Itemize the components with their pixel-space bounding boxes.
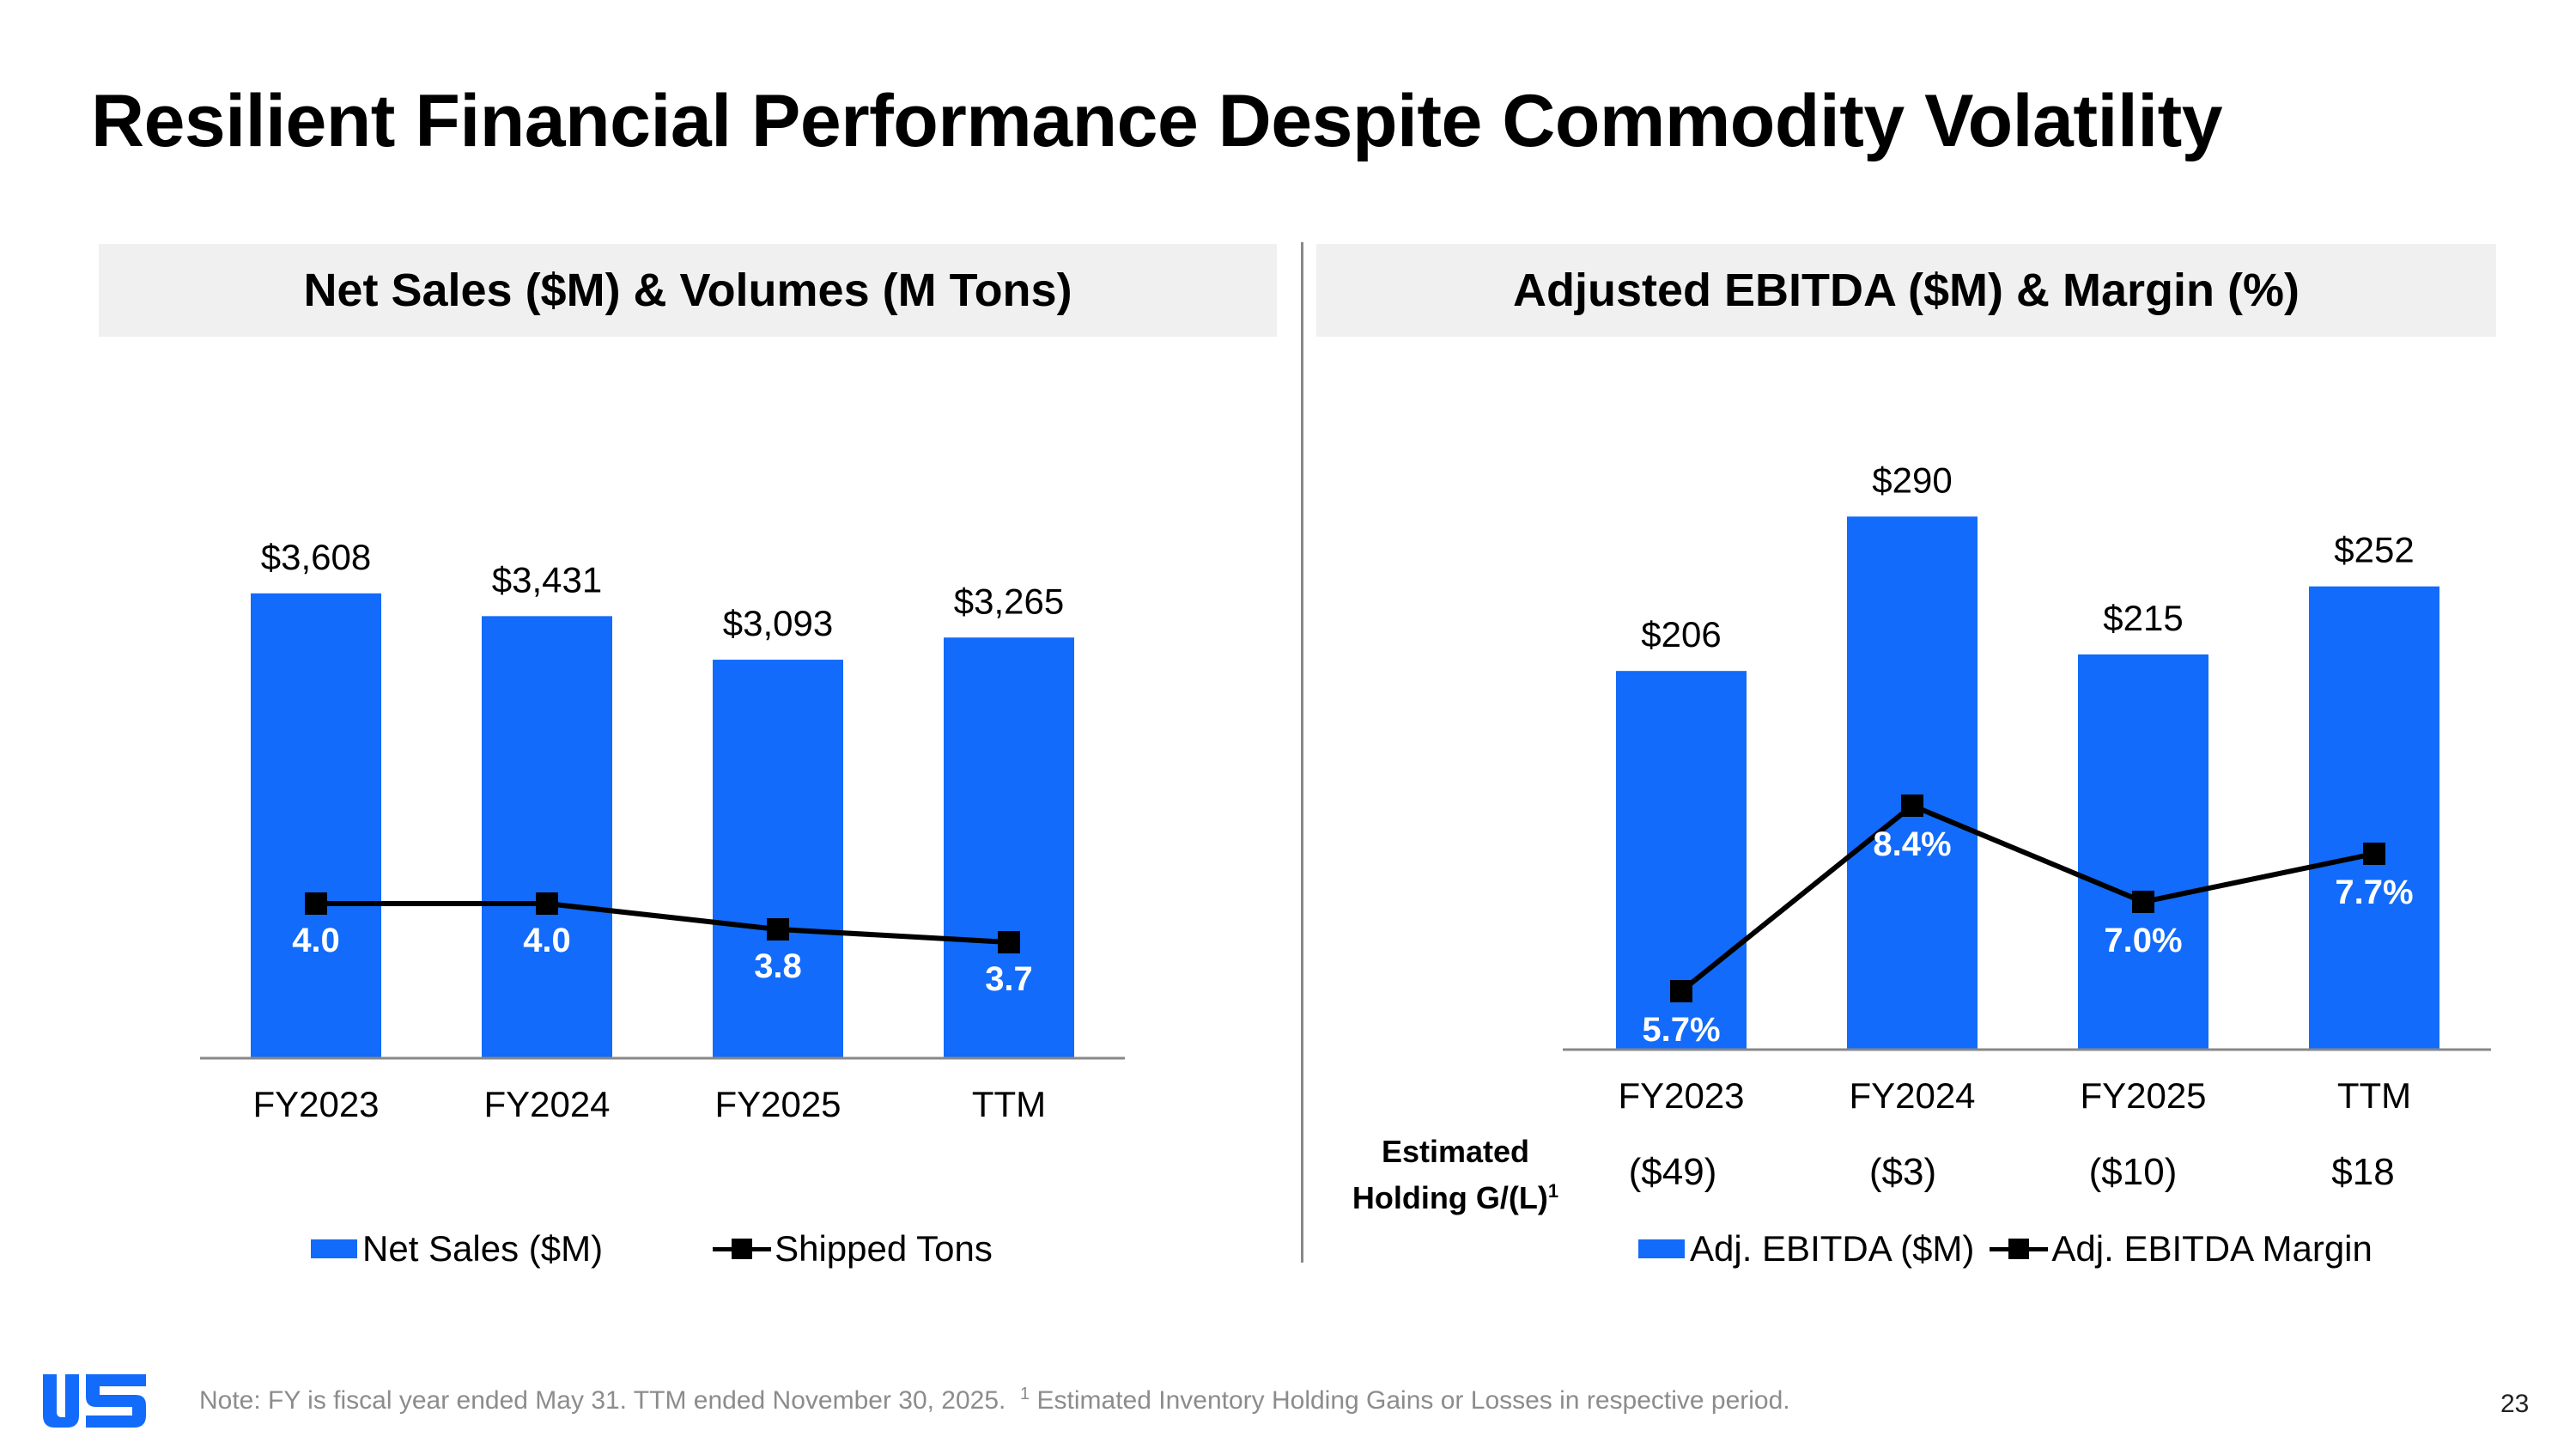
bar-value-label-fy2024: $290 <box>1872 460 1952 500</box>
line-value-label-fy2025: 3.8 <box>754 947 802 985</box>
category-label-ttm: TTM <box>2337 1075 2411 1116</box>
bar-value-label-fy2025: $3,093 <box>723 603 833 643</box>
line-marker-fy2023 <box>305 892 327 915</box>
legend-line-swatch <box>1990 1237 2049 1261</box>
company-logo <box>43 1374 146 1428</box>
line-value-label-fy2024: 8.4% <box>1873 825 1951 863</box>
page-title: Resilient Financial Performance Despite … <box>91 80 2223 162</box>
legend-label-adj-ebitda-margin: Adj. EBITDA Margin <box>2051 1228 2372 1269</box>
ebitda-legend: Adj. EBITDA ($M) Adj. EBITDA Margin <box>1638 1228 2372 1269</box>
bar-fy2024 <box>1847 516 1978 1050</box>
line-value-label-fy2025: 7.0% <box>2104 922 2182 959</box>
legend-bar-swatch <box>311 1239 357 1258</box>
bar-value-label-fy2025: $215 <box>2103 598 2183 638</box>
bar-fy2025 <box>713 660 843 1058</box>
line-series-shipped-tons <box>316 901 1010 945</box>
holding-value-fy2025: ($10) <box>2088 1151 2178 1193</box>
category-label-fy2025: FY2025 <box>2080 1075 2206 1116</box>
holding-value-fy2024: ($3) <box>1868 1151 1937 1193</box>
legend-label-adj-ebitda: Adj. EBITDA ($M) <box>1690 1228 1975 1269</box>
line-marker-fy2025 <box>767 918 789 941</box>
bar-fy2023 <box>251 593 381 1058</box>
net-sales-chart: $3,608 $3,431 $3,093 $3,265 FY2023 FY2024 FY20… <box>200 537 1125 1124</box>
net-sales-chart-header: Net Sales ($M) & Volumes (M Tons) <box>99 244 1277 337</box>
line-value-label-fy2024: 4.0 <box>523 922 571 959</box>
category-label-fy2024: FY2024 <box>1849 1075 1975 1116</box>
bar-ttm <box>944 637 1074 1058</box>
bar-value-label-ttm: $3,265 <box>954 581 1064 621</box>
line-series-adj-ebitda-margin <box>1680 802 2375 994</box>
holding-value-fy2023: ($49) <box>1628 1151 1717 1193</box>
net-sales-legend: Net Sales ($M) Shipped Tons <box>311 1228 993 1269</box>
page-number: 23 <box>2500 1390 2530 1418</box>
legend-bar-swatch <box>1638 1239 1685 1258</box>
footnote-tail: Estimated Inventory Holding Gains or Los… <box>1036 1386 1790 1415</box>
legend-label-shipped-tons: Shipped Tons <box>775 1228 993 1269</box>
category-label-fy2023: FY2023 <box>252 1084 379 1124</box>
holding-value-ttm: $18 <box>2331 1151 2395 1193</box>
footnote-main: Note: FY is fiscal year ended May 31. TT… <box>199 1386 1006 1415</box>
holding-gl-label: Estimated Holding G/(L)1 <box>1322 1132 1589 1218</box>
holding-label-sup: 1 <box>1547 1180 1559 1202</box>
legend-item-net-sales: Net Sales ($M) <box>311 1228 603 1269</box>
holding-label-line1: Estimated <box>1381 1134 1530 1169</box>
category-label-ttm: TTM <box>972 1084 1046 1124</box>
line-marker-fy2024 <box>1901 795 1923 817</box>
bar-value-label-fy2023: $3,608 <box>261 537 371 577</box>
category-label-fy2023: FY2023 <box>1618 1075 1744 1116</box>
legend-item-adj-ebitda-margin: Adj. EBITDA Margin <box>1990 1228 2372 1269</box>
legend-line-swatch <box>713 1237 772 1261</box>
legend-item-shipped-tons: Shipped Tons <box>713 1228 993 1269</box>
bar-fy2025 <box>2078 654 2208 1050</box>
line-value-label-fy2023: 4.0 <box>292 922 340 959</box>
bar-value-label-ttm: $252 <box>2334 530 2414 570</box>
line-marker-fy2024 <box>536 892 558 915</box>
bar-fy2024 <box>482 616 612 1058</box>
legend-label-net-sales: Net Sales ($M) <box>362 1228 604 1269</box>
legend-item-adj-ebitda: Adj. EBITDA ($M) <box>1638 1228 1974 1269</box>
line-value-label-fy2023: 5.7% <box>1642 1011 1720 1049</box>
line-marker-ttm <box>998 931 1020 953</box>
footnote-sup: 1 <box>1020 1385 1030 1403</box>
bar-value-label-fy2023: $206 <box>1641 614 1721 654</box>
ebitda-chart-header: Adjusted EBITDA ($M) & Margin (%) <box>1316 244 2496 337</box>
panel-divider <box>1301 242 1303 1263</box>
bar-value-label-fy2024: $3,431 <box>492 559 602 600</box>
holding-label-line2: Holding G/(L) <box>1352 1180 1548 1215</box>
bar-ttm <box>2309 586 2439 1050</box>
line-value-label-ttm: 3.7 <box>985 960 1033 998</box>
line-marker-ttm <box>2363 843 2385 865</box>
category-label-fy2025: FY2025 <box>714 1084 841 1124</box>
line-marker-fy2025 <box>2132 891 2154 913</box>
footnote: Note: FY is fiscal year ended May 31. TT… <box>199 1385 1790 1416</box>
ebitda-chart: $206 $290 $215 $252 FY2023 FY2024 FY2025 TTM 5.7… <box>1563 460 2491 1116</box>
line-marker-fy2023 <box>1670 980 1692 1002</box>
line-value-label-ttm: 7.7% <box>2335 874 2413 911</box>
category-label-fy2024: FY2024 <box>483 1084 610 1124</box>
